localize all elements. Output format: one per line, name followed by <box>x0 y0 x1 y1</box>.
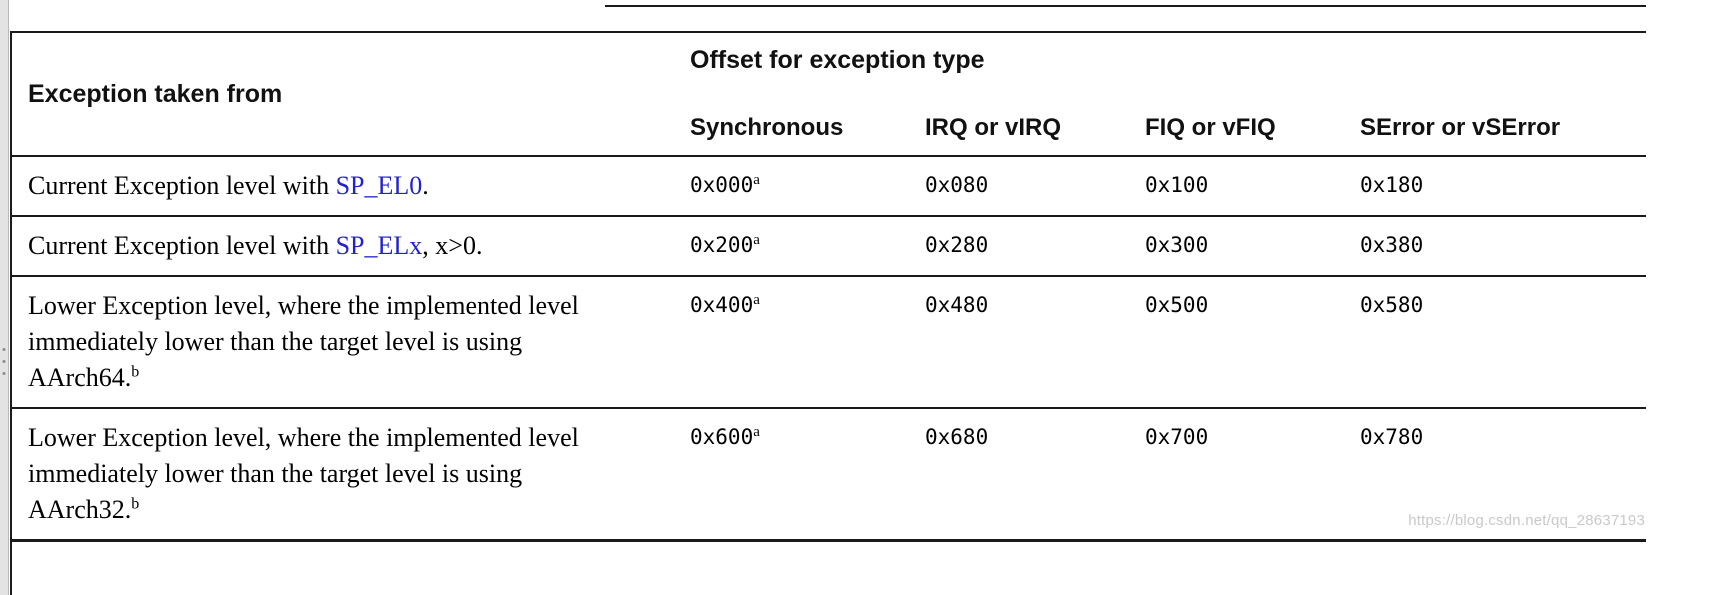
row-label-text: Current Exception level with <box>28 231 336 260</box>
cell-synchronous-offset: 0x000a <box>690 157 925 215</box>
row-label-text: Lower Exception level, where the impleme… <box>28 291 579 392</box>
cell-irq-offset: 0x080 <box>925 157 1145 215</box>
offset-value: 0x380 <box>1360 233 1424 257</box>
cell-serror-offset: 0x580 <box>1360 277 1646 407</box>
offset-value: 0x400 <box>690 293 754 317</box>
offset-value: 0x780 <box>1360 425 1424 449</box>
cell-irq-offset: 0x480 <box>925 277 1145 407</box>
cell-synchronous-offset: 0x200a <box>690 217 925 275</box>
cell-exception-taken-from: Lower Exception level, where the impleme… <box>11 409 690 539</box>
offset-value: 0x080 <box>925 173 989 197</box>
offset-value: 0x180 <box>1360 173 1424 197</box>
column-header-serror: SError or vSError <box>1360 114 1561 141</box>
footnote-marker-b: b <box>131 363 140 381</box>
footnote-marker-b: b <box>131 495 140 513</box>
page-left-border <box>10 31 12 595</box>
offset-value: 0x700 <box>1145 425 1209 449</box>
offset-value: 0x200 <box>690 233 754 257</box>
cell-exception-taken-from: Lower Exception level, where the impleme… <box>11 277 690 407</box>
row-label-suffix: , x>0. <box>422 231 483 260</box>
row-label-suffix: . <box>422 171 429 200</box>
offset-value: 0x580 <box>1360 293 1424 317</box>
offset-value: 0x280 <box>925 233 989 257</box>
table-row: Lower Exception level, where the impleme… <box>11 277 1646 409</box>
table-row: Current Exception level with SP_EL0. 0x0… <box>11 157 1646 217</box>
cell-fiq-offset: 0x100 <box>1145 157 1360 215</box>
offset-value: 0x300 <box>1145 233 1209 257</box>
table-row: Lower Exception level, where the impleme… <box>11 409 1646 539</box>
cell-synchronous-offset: 0x400a <box>690 277 925 407</box>
cell-fiq-offset: 0x300 <box>1145 217 1360 275</box>
previous-table-bottom-rule <box>605 5 1646 7</box>
offset-value: 0x480 <box>925 293 989 317</box>
table-header: Exception taken from Offset for exceptio… <box>11 33 1646 157</box>
cell-irq-offset: 0x280 <box>925 217 1145 275</box>
watermark: https://blog.csdn.net/qq_28637193 <box>1408 512 1645 529</box>
footnote-marker-a: a <box>753 232 760 248</box>
cell-irq-offset: 0x680 <box>925 409 1145 539</box>
column-header-exception-taken-from: Exception taken from <box>28 79 283 108</box>
footnote-marker-a: a <box>753 424 760 440</box>
cell-exception-taken-from: Current Exception level with SP_EL0. <box>11 157 690 215</box>
cell-serror-offset: 0x780 <box>1360 409 1646 539</box>
row-label-link[interactable]: SP_EL0 <box>335 171 423 200</box>
footnote-marker-a: a <box>753 292 760 308</box>
exception-vector-offset-table: Exception taken from Offset for exceptio… <box>11 31 1646 542</box>
cell-serror-offset: 0x380 <box>1360 217 1646 275</box>
offset-value: 0x600 <box>690 425 754 449</box>
offset-value: 0x100 <box>1145 173 1209 197</box>
column-header-fiq: FIQ or vFIQ <box>1145 114 1276 141</box>
offset-value: 0x000 <box>690 173 754 197</box>
splitter-handle-dots-icon[interactable] <box>2 348 6 375</box>
row-label-text: Lower Exception level, where the impleme… <box>28 423 579 524</box>
offset-value: 0x500 <box>1145 293 1209 317</box>
offset-subheaders: Synchronous IRQ or vIRQ FIQ or vFIQ SErr… <box>690 114 1646 142</box>
table-row: Current Exception level with SP_ELx, x>0… <box>11 217 1646 277</box>
table-body: Current Exception level with SP_EL0. 0x0… <box>11 157 1646 539</box>
cell-exception-taken-from: Current Exception level with SP_ELx, x>0… <box>11 217 690 275</box>
column-header-irq: IRQ or vIRQ <box>925 114 1062 141</box>
cell-synchronous-offset: 0x600a <box>690 409 925 539</box>
offset-value: 0x680 <box>925 425 989 449</box>
column-group-header-offset-for-exception-type: Offset for exception type <box>690 46 985 74</box>
cell-fiq-offset: 0x500 <box>1145 277 1360 407</box>
pane-splitter[interactable] <box>0 0 9 595</box>
cell-fiq-offset: 0x700 <box>1145 409 1360 539</box>
row-label-link[interactable]: SP_ELx <box>335 231 423 260</box>
column-header-synchronous: Synchronous <box>690 114 844 141</box>
cell-serror-offset: 0x180 <box>1360 157 1646 215</box>
footnote-marker-a: a <box>753 172 760 188</box>
row-label-text: Current Exception level with <box>28 171 336 200</box>
